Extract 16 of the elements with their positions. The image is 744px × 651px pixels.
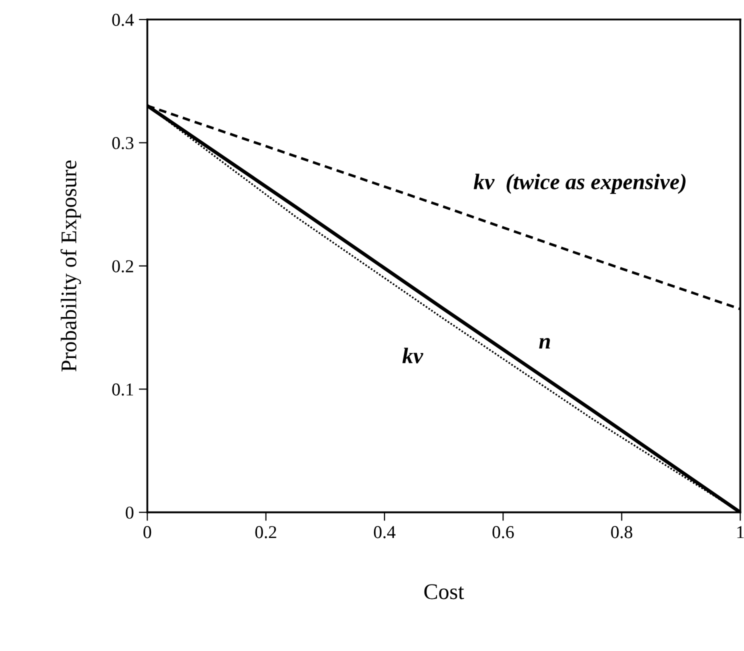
y-tick-label: 0 [126,506,134,519]
y-axis-title: Probability of Exposure [60,160,81,372]
x-tick-label: 0.4 [374,526,396,538]
x-tick-label: 0 [143,526,152,538]
y-tick-label: 0.4 [112,14,134,26]
series-label: kv [402,348,424,364]
x-tick-label: 0.6 [492,526,514,538]
x-axis-title: Cost [424,584,464,600]
x-tick-label: 0.8 [611,526,632,538]
series-label: kv (twice as expensive) [474,174,686,194]
y-tick-label: 0.2 [112,260,134,272]
x-tick-label: 0.2 [255,526,276,538]
y-tick-label: 0.1 [112,383,134,396]
x-tick-label: 1 [737,526,744,538]
series-label: n [539,338,550,348]
y-tick-label: 0.3 [112,136,134,150]
